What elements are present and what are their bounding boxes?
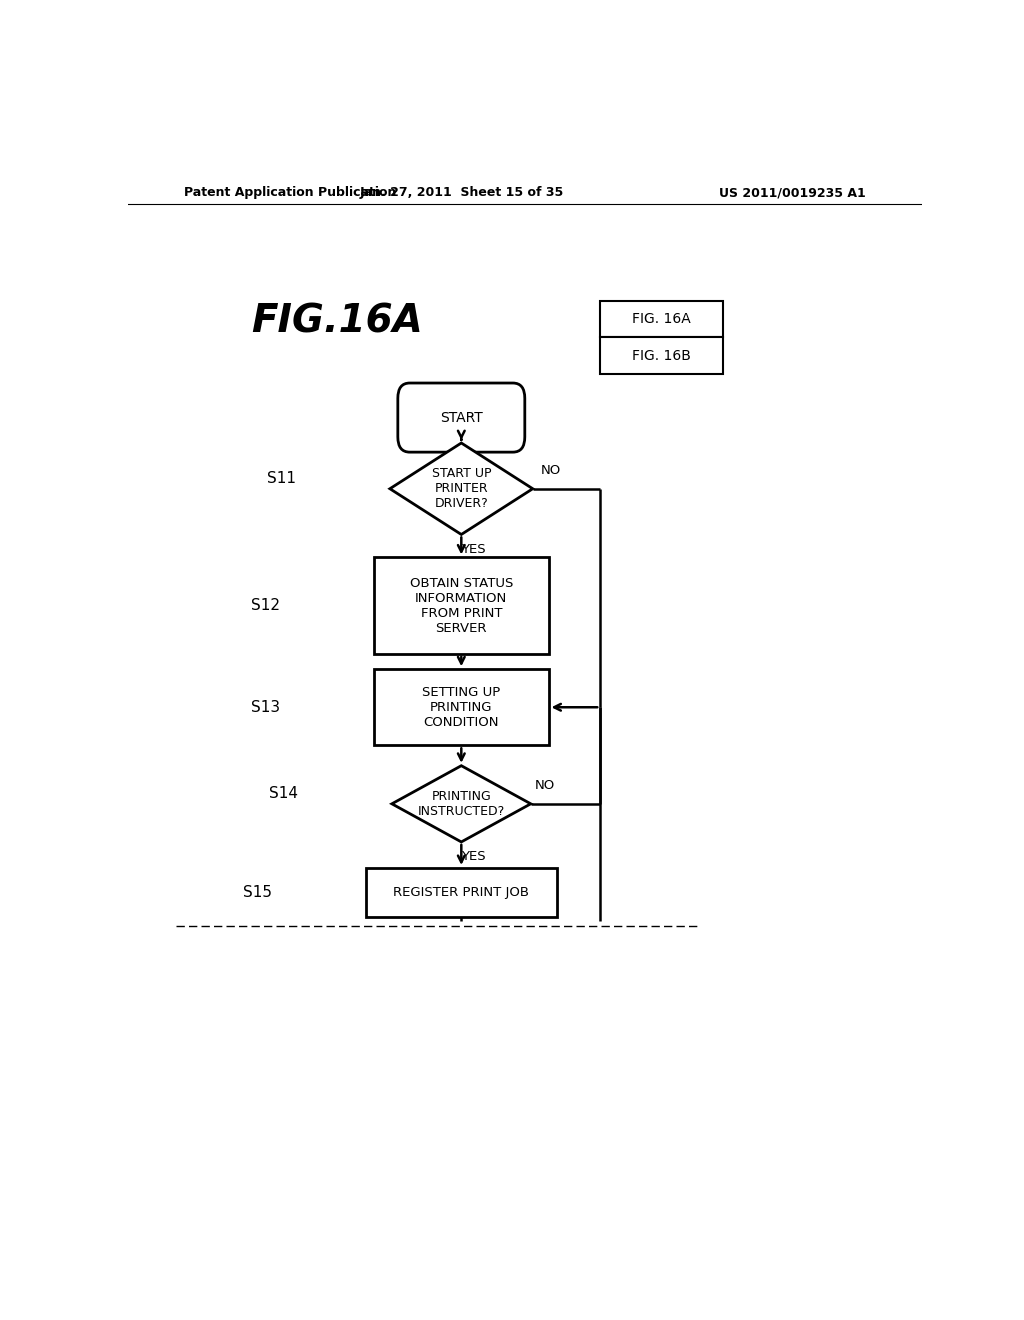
Bar <box>600 301 723 338</box>
Text: NO: NO <box>535 779 555 792</box>
Text: NO: NO <box>541 463 561 477</box>
Polygon shape <box>392 766 530 842</box>
Text: REGISTER PRINT JOB: REGISTER PRINT JOB <box>393 886 529 899</box>
Text: US 2011/0019235 A1: US 2011/0019235 A1 <box>719 186 866 199</box>
Text: S11: S11 <box>267 471 296 486</box>
Bar <box>374 557 549 653</box>
Bar <box>367 867 557 916</box>
Text: S13: S13 <box>251 700 281 714</box>
Text: Jan. 27, 2011  Sheet 15 of 35: Jan. 27, 2011 Sheet 15 of 35 <box>359 186 563 199</box>
Polygon shape <box>390 444 532 535</box>
Text: FIG.16A: FIG.16A <box>251 302 423 341</box>
Text: FIG. 16A: FIG. 16A <box>633 312 691 326</box>
FancyBboxPatch shape <box>397 383 524 453</box>
Text: S12: S12 <box>251 598 280 612</box>
Text: S15: S15 <box>243 884 272 900</box>
Text: FIG. 16B: FIG. 16B <box>632 348 691 363</box>
Text: OBTAIN STATUS
INFORMATION
FROM PRINT
SERVER: OBTAIN STATUS INFORMATION FROM PRINT SER… <box>410 577 513 635</box>
Bar <box>600 338 723 374</box>
Text: S14: S14 <box>269 787 298 801</box>
Bar <box>374 669 549 746</box>
Text: START UP
PRINTER
DRIVER?: START UP PRINTER DRIVER? <box>431 467 492 511</box>
Text: Patent Application Publication: Patent Application Publication <box>183 186 396 199</box>
Text: SETTING UP
PRINTING
CONDITION: SETTING UP PRINTING CONDITION <box>422 686 501 729</box>
Text: YES: YES <box>461 850 485 863</box>
Text: PRINTING
INSTRUCTED?: PRINTING INSTRUCTED? <box>418 789 505 818</box>
Text: START: START <box>440 411 482 425</box>
Text: YES: YES <box>461 543 485 556</box>
